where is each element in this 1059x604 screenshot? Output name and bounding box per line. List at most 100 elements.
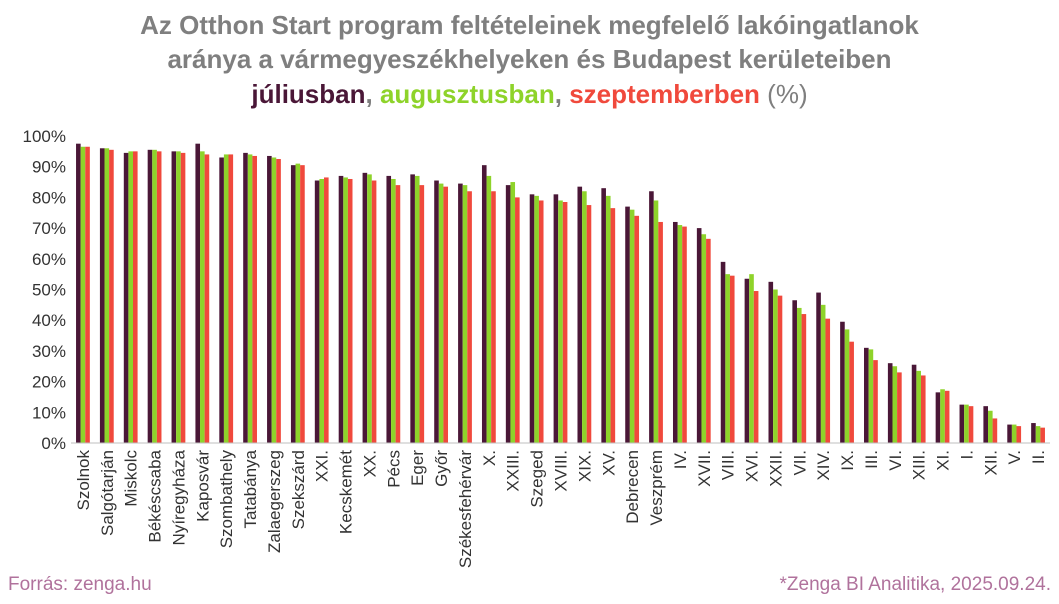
bar-august: [367, 174, 372, 444]
bar-july: [625, 206, 630, 443]
bar-august: [223, 154, 229, 444]
x-tick-label: XVIII.: [552, 450, 571, 492]
bar-august: [892, 366, 898, 443]
x-tick-label: Zalaegerszeg: [265, 450, 284, 553]
bar-august: [677, 225, 683, 443]
bar-september: [610, 208, 616, 443]
x-tick-label: Miskolc: [122, 450, 141, 507]
bar-july: [1031, 423, 1036, 443]
bar-august: [605, 195, 611, 443]
legend-separator: ,: [554, 79, 570, 109]
bar-august: [295, 163, 301, 443]
legend-separator: ,: [365, 79, 380, 109]
x-tick-label: II.: [1029, 450, 1048, 464]
credit-note: *Zenga BI Analitika, 2025.09.24.: [779, 574, 1051, 595]
x-tick-label: XIII.: [910, 450, 929, 480]
bar-august: [391, 178, 396, 444]
bar-august: [796, 307, 802, 443]
bar-august: [629, 209, 635, 443]
x-tick-label: Kecskemét: [337, 450, 356, 534]
bar-september: [944, 390, 950, 443]
bar-september: [634, 215, 640, 443]
y-tick-label: 20%: [32, 373, 66, 392]
bar-august: [964, 404, 969, 444]
bar-september: [562, 202, 568, 443]
bar-july: [672, 221, 678, 443]
x-tick-label: V.: [1005, 450, 1024, 465]
bar-september: [586, 205, 592, 443]
bar-september: [395, 185, 401, 443]
bar-august: [319, 178, 325, 444]
chart-title-legend-line: júliusban, augusztusban, szeptemberben (…: [0, 79, 1059, 110]
bar-july: [887, 363, 893, 443]
y-tick-label: 10%: [32, 403, 66, 422]
bar-september: [920, 375, 926, 443]
bar-august: [176, 151, 181, 443]
x-tick-label: XXIII.: [504, 450, 523, 492]
x-tick-label: XVII.: [695, 450, 714, 487]
bar-september: [85, 146, 90, 443]
bar-july: [1007, 424, 1012, 443]
x-tick-label: VII.: [790, 450, 809, 476]
bar-september: [992, 418, 998, 443]
bar-july: [577, 186, 583, 443]
bar-august: [653, 200, 659, 443]
bar-july: [219, 157, 224, 444]
y-tick-label: 90%: [32, 158, 66, 177]
bar-august: [534, 195, 539, 443]
bar-july: [99, 148, 105, 443]
bar-september: [1016, 426, 1022, 443]
bar-september: [156, 151, 162, 443]
bar-july: [290, 165, 296, 443]
chart-title-line-1: Az Otthon Start program feltételeinek me…: [140, 10, 919, 40]
bar-september: [276, 159, 281, 443]
bar-july: [816, 292, 821, 443]
bar-september: [515, 197, 520, 443]
x-tick-label: XVI.: [743, 450, 762, 482]
bar-july: [338, 175, 344, 443]
bar-september: [873, 360, 878, 443]
x-tick-label: Veszprém: [647, 450, 666, 526]
bar-september: [419, 185, 425, 443]
source-note: Forrás: zenga.hu: [8, 574, 152, 595]
bar-july: [123, 152, 129, 443]
bar-july: [983, 406, 988, 443]
x-tick-label: Szolnok: [74, 450, 93, 511]
chart-title-line-2: aránya a vármegyeszékhelyeken és Budapes…: [167, 44, 892, 74]
bar-september: [682, 226, 687, 443]
bar-august: [988, 410, 993, 443]
bar-september: [729, 275, 735, 443]
bar-september: [753, 291, 759, 443]
bar-september: [968, 406, 974, 443]
y-tick-label: 70%: [32, 219, 66, 238]
y-tick-label: 60%: [32, 250, 66, 269]
bar-july: [959, 404, 965, 444]
bar-september: [109, 149, 114, 443]
x-tick-label: Szekszárd: [289, 450, 308, 529]
bar-august: [152, 149, 157, 443]
x-tick-label: Debrecen: [623, 450, 642, 524]
bar-august: [486, 175, 492, 443]
bar-august: [844, 329, 850, 443]
x-tick-label: Salgótarján: [98, 450, 117, 536]
legend-unit: (%): [759, 79, 808, 109]
bar-september: [133, 151, 138, 443]
bar-september: [849, 341, 854, 443]
bar-august: [558, 200, 563, 443]
bar-august: [462, 185, 468, 443]
bar-august: [582, 191, 587, 443]
bar-july: [147, 149, 153, 443]
bar-july: [744, 278, 750, 443]
x-tick-label: Nyíregyháza: [169, 449, 188, 545]
bar-july: [410, 174, 415, 444]
bar-july: [601, 188, 606, 443]
bar-september: [443, 186, 449, 443]
bar-august: [80, 146, 86, 443]
bar-september: [491, 191, 496, 443]
y-tick-label: 30%: [32, 342, 66, 361]
bar-august: [868, 349, 874, 443]
bar-august: [701, 234, 707, 443]
x-tick-label: XXII.: [766, 450, 785, 487]
bar-september: [801, 314, 807, 443]
